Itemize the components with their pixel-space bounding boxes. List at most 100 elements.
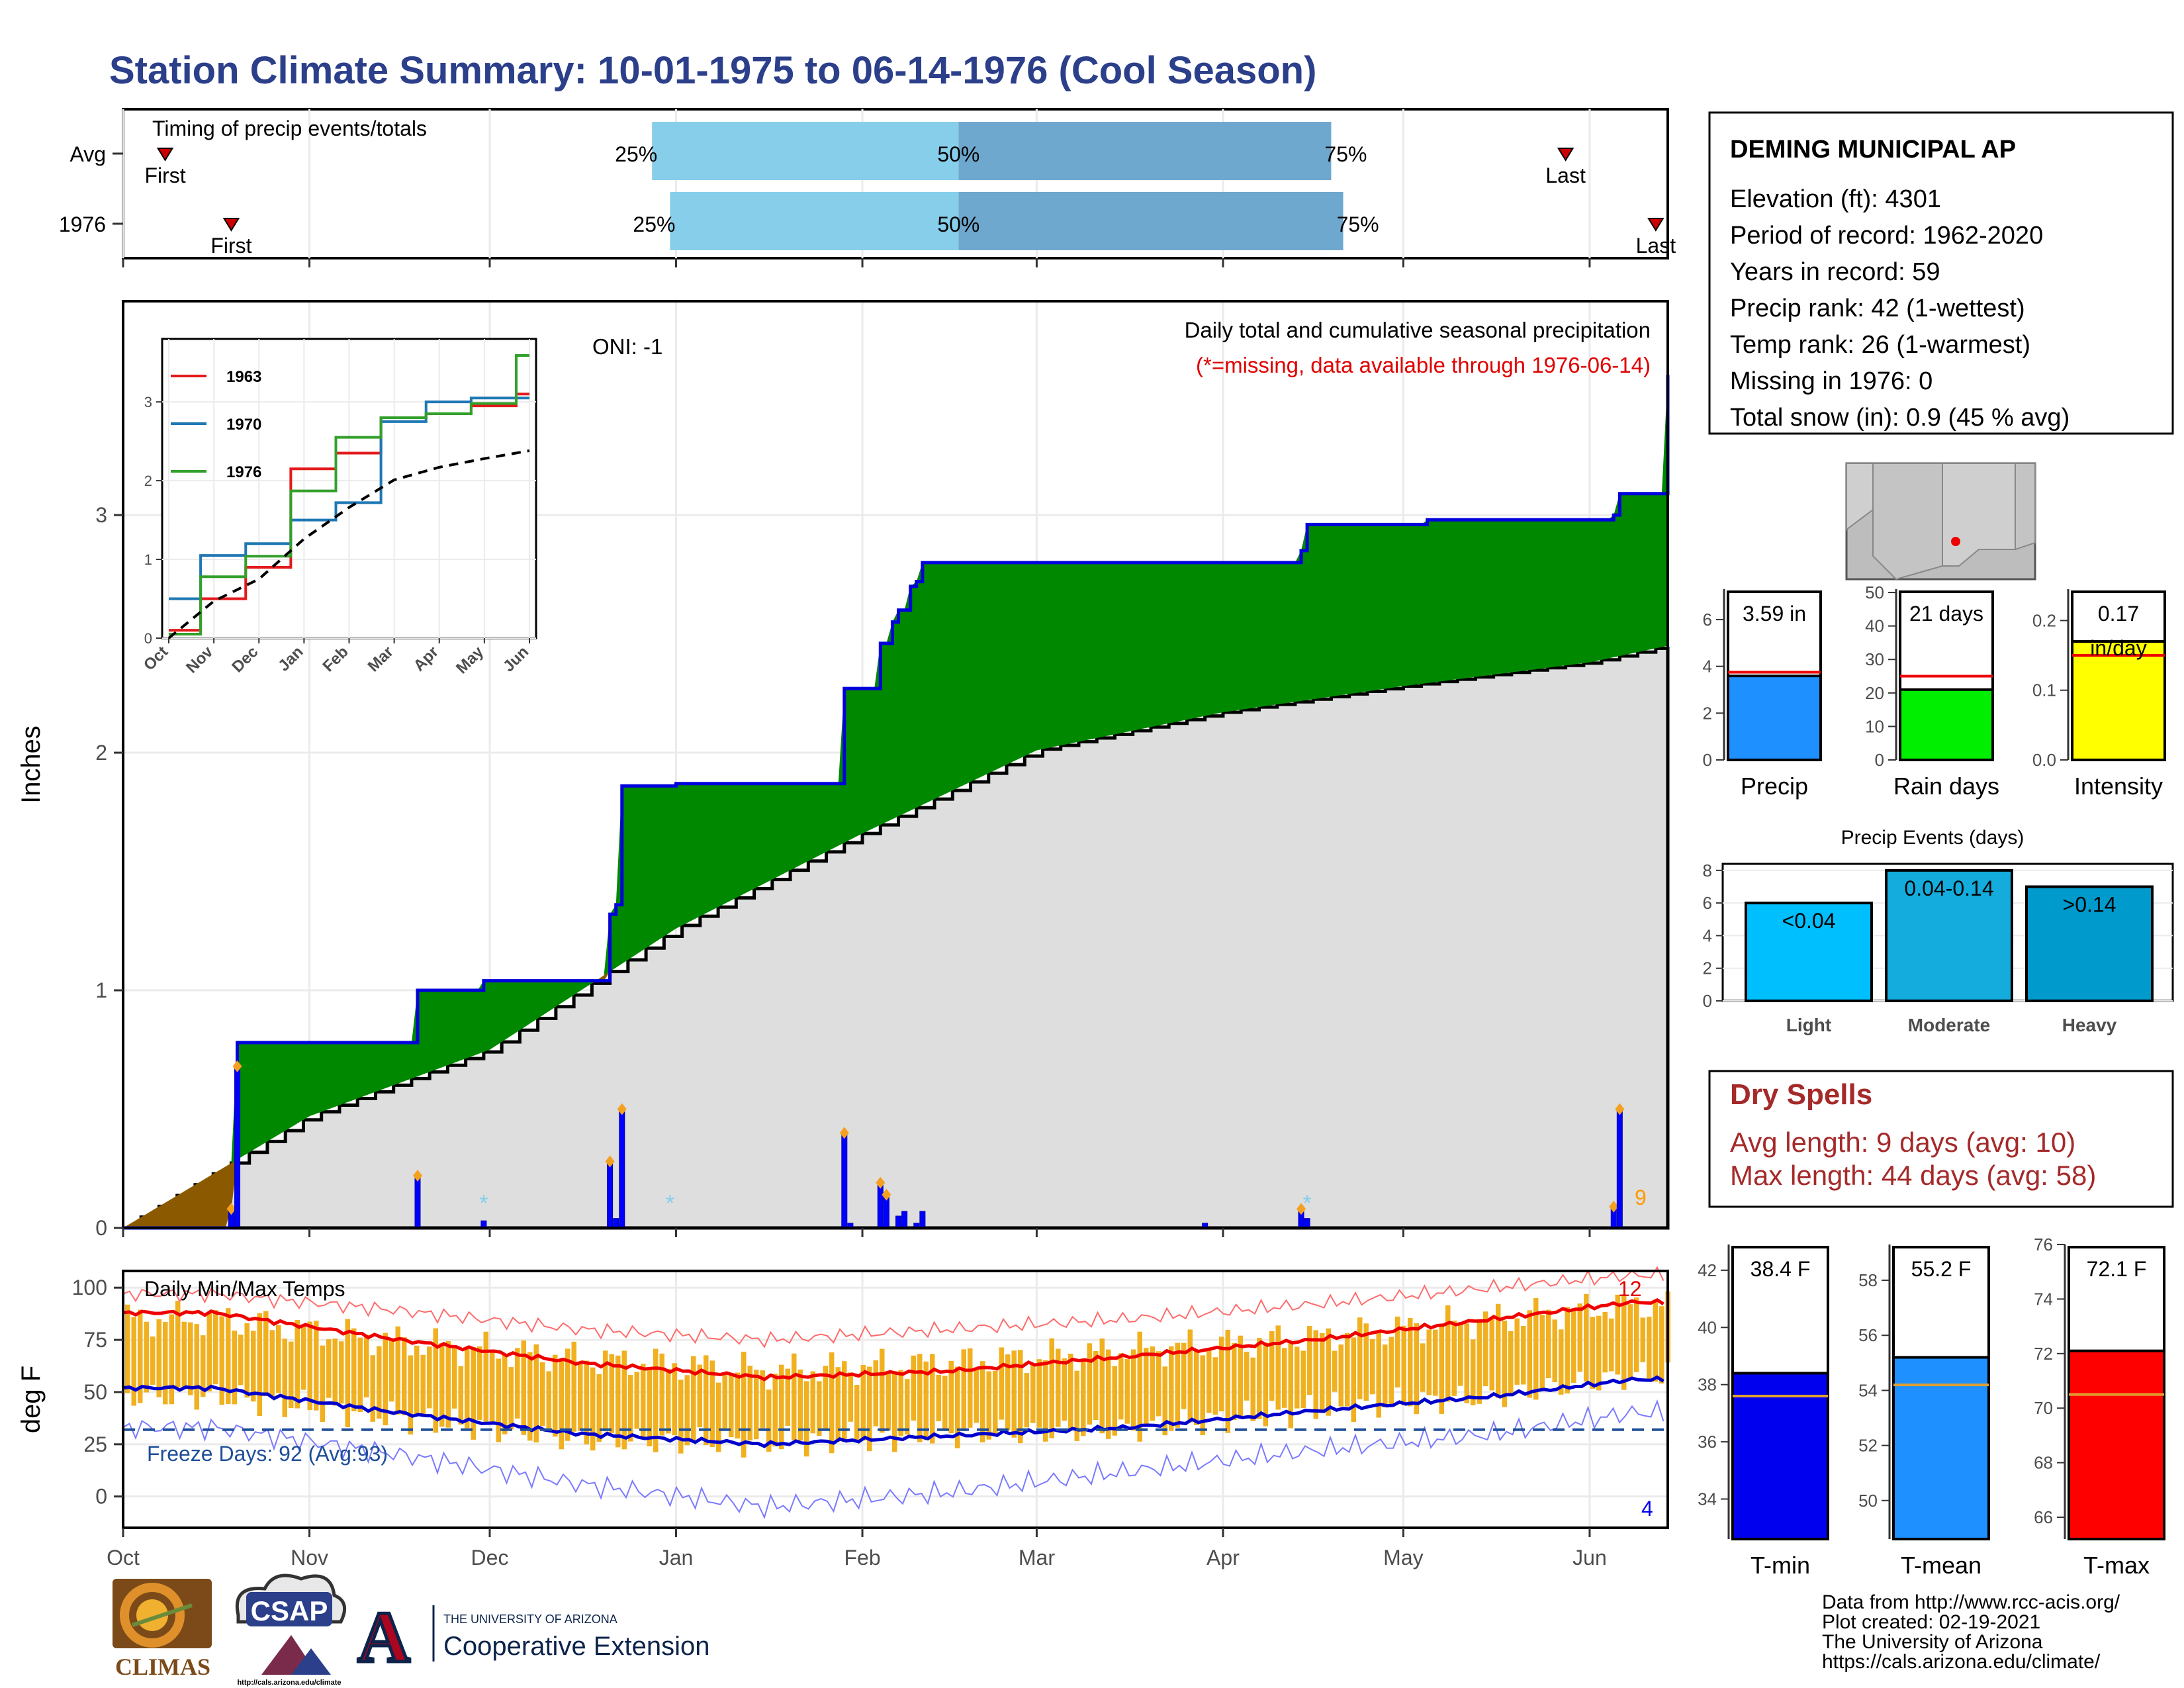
daily-temp-bar — [590, 1367, 596, 1451]
bar-name-label: T-mean — [1901, 1552, 1981, 1579]
daily-temp-bar — [1144, 1348, 1149, 1427]
daily-temp-bar — [131, 1317, 136, 1406]
timing-p75: 75% — [1337, 212, 1379, 236]
legend-label: 1963 — [226, 368, 261, 386]
events-category-label: Heavy — [2062, 1015, 2117, 1035]
daily-temp-bar — [974, 1368, 979, 1423]
daily-temp-bar — [251, 1331, 256, 1402]
daily-precip-marker — [605, 1155, 615, 1168]
station-info-box: DEMING MUNICIPAL AP Elevation (ft): 4301… — [1708, 111, 2174, 435]
daily-temp-bar — [301, 1327, 306, 1390]
daily-temp-bar — [923, 1361, 929, 1440]
daily-temp-bar — [823, 1366, 828, 1429]
bar-ytick-label: 34 — [1698, 1489, 1717, 1509]
daily-temp-bar — [490, 1352, 495, 1422]
daily-temp-bar — [1219, 1336, 1224, 1412]
bar-name-label: T-min — [1751, 1552, 1810, 1579]
daily-temp-bar — [1647, 1317, 1652, 1382]
daily-temp-bar — [1232, 1342, 1237, 1421]
dry-spells-title: Dry Spells — [1730, 1078, 1872, 1111]
daily-temp-bar — [1621, 1294, 1627, 1390]
daily-temp-bar — [848, 1372, 853, 1422]
daily-temp-bar — [1131, 1349, 1136, 1431]
daily-temp-bar — [1521, 1325, 1526, 1385]
daily-temp-bar — [1187, 1329, 1193, 1423]
events-title: Precip Events (days) — [1841, 827, 2025, 849]
daily-temp-bar — [465, 1348, 470, 1429]
daily-temp-bar — [596, 1374, 602, 1442]
daily-temp-bar — [439, 1343, 445, 1427]
daily-temp-bar — [1169, 1346, 1174, 1431]
station-info-line: Years in record: 59 — [1730, 258, 1940, 286]
daily-temp-bar — [1162, 1366, 1167, 1436]
month-label: Dec — [471, 1546, 509, 1570]
daily-temp-bar — [584, 1360, 589, 1445]
bar-value-label: 38.4 F — [1751, 1257, 1811, 1281]
daily-temp-bar — [1030, 1363, 1036, 1423]
daily-precip-marker — [839, 1127, 849, 1139]
daily-temp-bar — [1395, 1316, 1400, 1387]
station-info-line: Total snow (in): 0.9 (45 % avg) — [1730, 404, 2070, 432]
daily-temp-bar — [1011, 1350, 1017, 1438]
precip-title: Daily total and cumulative seasonal prec… — [1185, 318, 1651, 342]
daily-temp-bar — [326, 1339, 332, 1398]
daily-temp-bar — [578, 1364, 583, 1431]
daily-temp-bar — [1238, 1335, 1243, 1418]
daily-temp-bar — [1345, 1333, 1350, 1407]
record-max-line — [122, 1266, 1664, 1348]
bar-ytick-label: 2 — [1703, 703, 1712, 723]
daily-temp-bar — [1489, 1317, 1494, 1391]
inset-series-1976 — [169, 353, 529, 636]
daily-temp-bar — [496, 1358, 501, 1442]
daily-temp-bar — [1414, 1323, 1419, 1415]
daily-temp-bar — [1640, 1317, 1645, 1362]
csap-text: CSAP — [251, 1595, 328, 1626]
daily-temp-bar — [1565, 1307, 1570, 1394]
bar-ytick-label: 0.1 — [2032, 680, 2056, 700]
legend-label: 1976 — [226, 463, 261, 481]
daily-precip-bar — [901, 1211, 908, 1229]
daily-temp-bar — [603, 1350, 608, 1432]
daily-temp-bar — [873, 1360, 878, 1427]
dry-spells-max: Max length: 44 days (avg: 58) — [1730, 1160, 2096, 1191]
bar-ytick-label: 40 — [1865, 616, 1884, 636]
bar-name-label: Precip — [1741, 773, 1808, 800]
daily-temp-bar — [1137, 1331, 1142, 1442]
daily-temp-bar — [370, 1355, 375, 1422]
daily-temp-bar — [1106, 1349, 1111, 1439]
first-marker-label: First — [144, 164, 185, 187]
daily-temp-bar — [420, 1354, 426, 1417]
daily-temp-bar — [1181, 1342, 1187, 1409]
daily-temp-bar — [709, 1360, 715, 1448]
daily-temp-bar — [295, 1320, 300, 1409]
daily-temp-bar — [772, 1374, 778, 1447]
daily-temp-bar — [666, 1368, 671, 1434]
ua-line1: THE UNIVERSITY OF ARIZONA — [443, 1613, 617, 1626]
daily-temp-bar — [1363, 1323, 1369, 1401]
bar-ytick-label: 42 — [1698, 1260, 1717, 1280]
daily-temp-bar — [1514, 1318, 1520, 1385]
daily-temp-bar — [351, 1328, 357, 1412]
daily-temp-bar — [477, 1346, 482, 1420]
daily-temp-bar — [779, 1364, 784, 1450]
temp-ytick-label: 50 — [83, 1380, 107, 1404]
bar-ytick-label: 54 — [1858, 1380, 1878, 1400]
daily-temp-bar — [760, 1370, 765, 1429]
daily-temp-bar — [1584, 1293, 1589, 1382]
daily-temp-bar — [1074, 1370, 1079, 1441]
station-info-line: Missing in 1976: 0 — [1730, 367, 1933, 395]
normal-max-line — [122, 1297, 1664, 1382]
events-ytick-label: 6 — [1703, 893, 1712, 913]
bar-ytick-label: 6 — [1703, 610, 1712, 630]
daily-temp-bar — [735, 1372, 740, 1439]
bar-t-mean — [1892, 1356, 1990, 1540]
normal-min-line — [122, 1375, 1664, 1448]
daily-temp-bar — [1659, 1306, 1664, 1384]
inset-series-1970 — [169, 397, 529, 600]
daily-temp-bar — [1099, 1338, 1105, 1434]
daily-temp-bar — [993, 1370, 998, 1436]
daily-precip-marker — [1297, 1203, 1306, 1215]
daily-temp-bar — [1244, 1351, 1250, 1401]
daily-temp-bar — [1357, 1317, 1363, 1399]
